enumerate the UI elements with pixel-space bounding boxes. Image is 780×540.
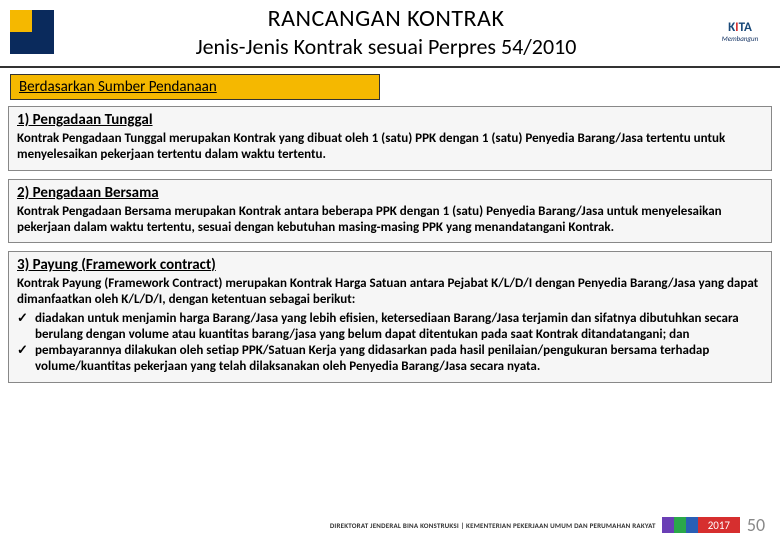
card-3: 3) Payung (Framework contract) Kontrak P… bbox=[8, 251, 772, 383]
title-block: RANCANGAN KONTRAK Jenis-Jenis Kontrak se… bbox=[62, 4, 710, 60]
card-3-bullets: ✓ diadakan untuk menjamin harga Barang/J… bbox=[17, 311, 763, 376]
card-1: 1) Pengadaan Tunggal Kontrak Pengadaan T… bbox=[8, 106, 772, 171]
card-2-body: Kontrak Pengadaan Bersama merupakan Kont… bbox=[17, 204, 763, 237]
page-number: 50 bbox=[740, 514, 772, 536]
logo-right-sub: Membangun bbox=[722, 34, 758, 43]
section-band: Berdasarkan Sumber Pendanaan bbox=[10, 74, 380, 100]
footer: DIREKTORAT JENDERAL BINA KONSTRUKSI | KE… bbox=[0, 514, 780, 536]
card-3-body: Kontrak Payung (Framework Contract) meru… bbox=[17, 276, 763, 376]
card-1-body: Kontrak Pengadaan Tunggal merupakan Kont… bbox=[17, 131, 763, 164]
card-2: 2) Pengadaan Bersama Kontrak Pengadaan B… bbox=[8, 179, 772, 244]
title-sub: Jenis-Jenis Kontrak sesuai Perpres 54/20… bbox=[62, 33, 710, 60]
footer-year: 2017 bbox=[698, 517, 740, 533]
title-main: RANCANGAN KONTRAK bbox=[62, 4, 710, 33]
footer-org: DIREKTORAT JENDERAL BINA KONSTRUKSI | KE… bbox=[8, 521, 662, 530]
check-icon: ✓ bbox=[17, 311, 35, 344]
check-icon: ✓ bbox=[17, 343, 35, 376]
logo-right-icon: KITA Membangun bbox=[710, 10, 770, 54]
card-1-title: 1) Pengadaan Tunggal bbox=[17, 111, 763, 129]
bullet-row: ✓ diadakan untuk menjamin harga Barang/J… bbox=[17, 311, 763, 344]
logo-left-icon bbox=[10, 10, 54, 54]
card-3-intro: Kontrak Payung (Framework Contract) meru… bbox=[17, 276, 758, 307]
bullet-2-text: pembayarannya dilakukan oleh setiap PPK/… bbox=[35, 343, 763, 376]
card-2-title: 2) Pengadaan Bersama bbox=[17, 184, 763, 202]
card-3-title-suffix: ) bbox=[211, 256, 216, 274]
bullet-1-text: diadakan untuk menjamin harga Barang/Jas… bbox=[35, 311, 763, 344]
bullet-row: ✓ pembayarannya dilakukan oleh setiap PP… bbox=[17, 343, 763, 376]
card-3-title-prefix: 3) Payung ( bbox=[17, 256, 86, 274]
footer-stripes-icon bbox=[662, 517, 698, 533]
header: RANCANGAN KONTRAK Jenis-Jenis Kontrak se… bbox=[0, 0, 780, 68]
card-3-title-em: Framework contract bbox=[86, 256, 211, 274]
card-3-title: 3) Payung (Framework contract) bbox=[17, 256, 763, 274]
